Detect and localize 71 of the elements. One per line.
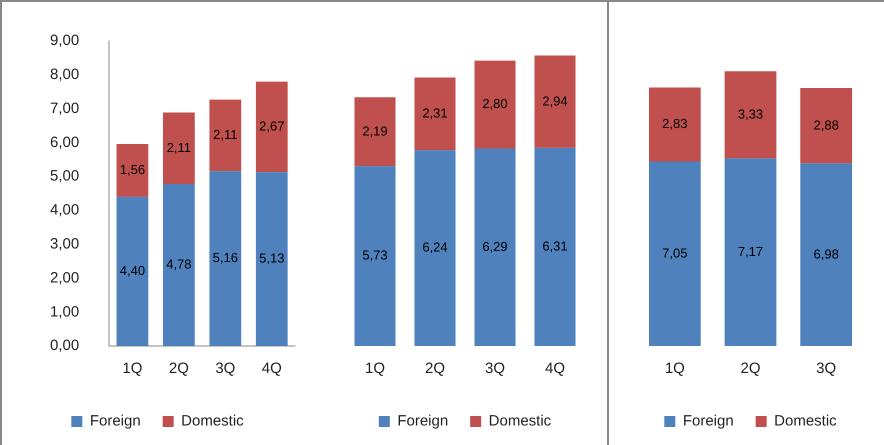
- y-tick-label: 8,00: [50, 66, 80, 84]
- bar: [256, 172, 288, 346]
- bar: [162, 112, 195, 184]
- data-label: 7,05: [662, 245, 688, 260]
- data-label: 2,31: [422, 105, 448, 120]
- data-label: 6,98: [814, 246, 839, 262]
- x-tick-label: 4Q: [544, 360, 566, 378]
- x-tick-label: 1Q: [364, 360, 386, 378]
- bar: [256, 82, 288, 172]
- x-tick-label: 3Q: [816, 360, 836, 378]
- x-tick-label: 3Q: [484, 360, 506, 378]
- legend-label: Foreign: [682, 412, 734, 430]
- legend-label: Foreign: [90, 412, 141, 430]
- x-tick-label: 4Q: [262, 360, 282, 378]
- y-tick-label: 6,00: [50, 134, 80, 151]
- legend-label: Domestic: [181, 412, 244, 430]
- y-tick-label: 2,00: [50, 269, 80, 286]
- data-label: 2,11: [166, 140, 192, 155]
- bar: [162, 184, 195, 346]
- data-label: 2,88: [814, 117, 839, 132]
- data-label: 2,11: [213, 126, 238, 142]
- data-label: 5,16: [212, 250, 238, 266]
- x-tick-label: 3Q: [215, 360, 236, 378]
- y-tick-label: 5,00: [50, 168, 80, 185]
- data-label: 4,40: [120, 263, 146, 278]
- data-label: 5,73: [362, 248, 388, 263]
- data-label: 2,80: [482, 96, 508, 112]
- bar: [474, 60, 516, 148]
- bar: [116, 144, 148, 197]
- bar: [209, 100, 242, 172]
- data-label: 6,24: [422, 240, 448, 255]
- bar: [724, 158, 776, 346]
- y-tick-label: 4,00: [50, 202, 80, 219]
- bar: [354, 97, 396, 166]
- x-tick-label: 2Q: [740, 360, 761, 378]
- x-tick-label: 2Q: [168, 360, 189, 378]
- bar: [534, 148, 576, 346]
- bar: [724, 71, 776, 158]
- y-tick-label: 9,00: [50, 32, 80, 50]
- data-label: 2,67: [259, 118, 284, 134]
- y-tick-label: 0,00: [50, 337, 80, 354]
- bar: [474, 148, 516, 346]
- data-label: 2,94: [542, 93, 568, 108]
- legend-label: Domestic: [488, 412, 552, 430]
- bar: [800, 163, 852, 346]
- data-label: 6,29: [482, 238, 508, 254]
- bar: [648, 162, 701, 346]
- x-tick-label: 1Q: [122, 360, 142, 378]
- bar: [414, 78, 456, 150]
- data-label: 2,83: [662, 116, 688, 132]
- y-tick-label: 3,00: [50, 235, 80, 252]
- bar: [116, 196, 148, 346]
- y-tick-label: 7,00: [50, 100, 80, 117]
- data-label: 3,33: [738, 106, 764, 122]
- x-tick-label: 2Q: [424, 360, 446, 378]
- y-tick-label: 1,00: [50, 303, 80, 320]
- data-label: 7,17: [738, 244, 764, 259]
- data-label: 4,78: [166, 256, 192, 272]
- data-label: 1,56: [120, 162, 146, 178]
- bar: [534, 56, 576, 148]
- x-tick-label: 1Q: [664, 360, 685, 378]
- data-label: 2,19: [362, 123, 388, 138]
- bar: [354, 166, 396, 346]
- data-label: 6,31: [542, 238, 568, 254]
- data-label: 5,13: [259, 250, 284, 266]
- bar: [209, 171, 242, 346]
- legend-label: Foreign: [397, 412, 448, 430]
- bar: [800, 88, 852, 164]
- bar: [414, 150, 456, 346]
- legend-label: Domestic: [774, 412, 838, 430]
- bar: [648, 87, 701, 162]
